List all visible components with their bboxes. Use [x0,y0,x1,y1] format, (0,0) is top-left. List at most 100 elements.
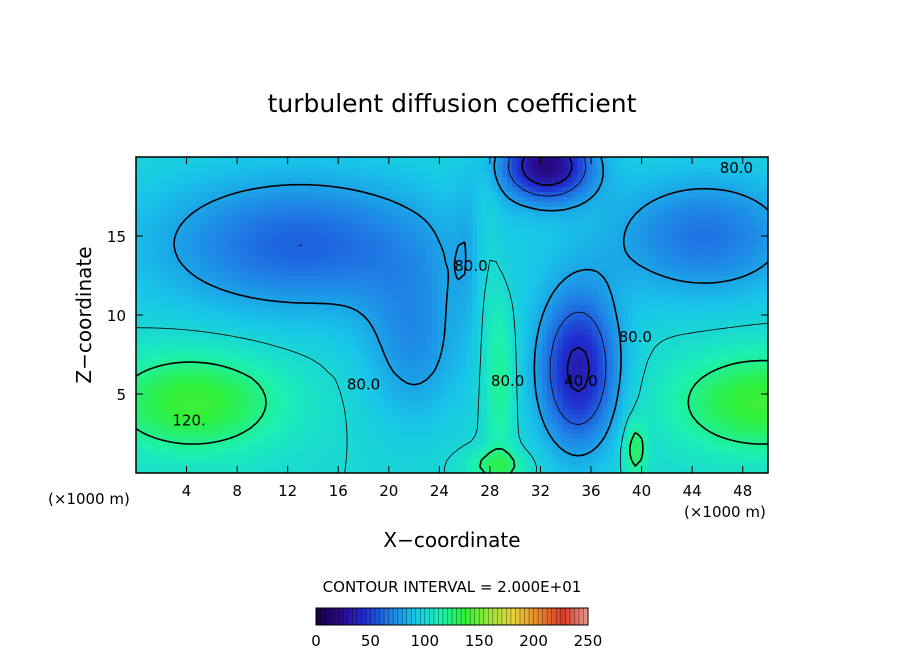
field-cell [732,324,739,331]
field-cell [522,275,528,281]
field-cell [256,319,262,326]
field-cell [747,305,754,311]
field-cell [201,433,207,439]
field-cell [136,275,142,281]
field-cell [637,418,644,425]
field-cell [652,280,659,286]
field-cell [592,285,598,291]
field-cell [587,364,593,370]
field-cell [507,324,513,331]
field-cell [421,379,428,385]
field-cell [452,295,458,301]
field-cell [381,344,388,350]
field-cell [301,448,307,454]
field-cell [251,290,257,296]
field-cell [366,394,373,400]
field-cell [201,394,207,400]
field-cell [216,423,222,429]
field-cell [727,305,734,311]
field-cell [176,285,182,291]
field-cell [742,423,749,429]
field-cell [436,319,443,326]
field-cell [687,334,694,341]
field-cell [276,354,282,360]
field-cell [717,334,724,341]
field-cell [717,379,724,385]
field-cell [401,423,408,429]
field-cell [211,413,217,420]
field-cell [622,384,628,390]
field-cell [722,394,729,400]
field-cell [346,280,353,286]
field-cell [411,369,418,375]
field-cell [341,443,348,449]
field-cell [276,468,282,473]
field-cell [446,315,453,321]
field-cell [196,418,202,425]
field-cell [552,354,558,360]
field-cell [762,408,768,415]
field-cell [682,349,689,355]
field-cell [662,359,669,365]
field-cell [677,349,684,355]
field-cell [446,379,453,385]
field-cell [266,359,272,365]
field-cell [446,463,453,469]
field-cell [226,403,232,410]
field-cell [221,334,227,341]
field-cell [301,315,307,321]
field-cell [196,394,202,400]
field-cell [577,463,583,469]
field-cell [687,364,694,370]
field-cell [226,448,232,454]
field-cell [286,394,292,400]
field-cell [231,463,237,469]
field-cell [702,349,709,355]
field-cell [211,408,217,415]
field-cell [171,285,177,291]
field-cell [452,458,458,464]
field-cell [161,354,167,360]
field-cell [557,339,563,346]
field-cell [231,423,237,429]
field-cell [221,468,227,473]
field-cell [567,319,573,326]
field-cell [562,305,568,311]
field-cell [326,448,333,454]
field-cell [431,324,438,331]
field-cell [667,448,674,454]
field-cell [702,310,709,316]
field-cell [457,408,463,415]
field-cell [662,295,669,301]
field-cell [141,428,147,434]
field-cell [261,315,267,321]
field-cell [351,315,358,321]
field-cell [527,364,533,370]
field-cell [607,448,613,454]
field-cell [146,423,152,429]
field-cell [672,319,679,326]
field-cell [416,403,423,410]
field-cell [722,295,729,301]
field-cell [582,354,588,360]
field-cell [647,364,654,370]
field-cell [186,280,192,286]
field-cell [216,463,222,469]
field-cell [517,344,523,350]
field-cell [306,364,312,370]
field-cell [462,413,468,420]
field-cell [562,413,568,420]
field-cell [321,428,328,434]
field-cell [572,329,578,336]
field-cell [502,300,508,306]
field-cell [477,275,483,281]
field-cell [441,448,448,454]
field-cell [156,433,162,439]
field-cell [256,438,262,444]
field-cell [161,468,167,473]
field-cell [206,305,212,311]
field-cell [482,428,488,434]
field-cell [647,359,654,365]
field-cell [316,334,322,341]
field-cell [371,290,378,296]
